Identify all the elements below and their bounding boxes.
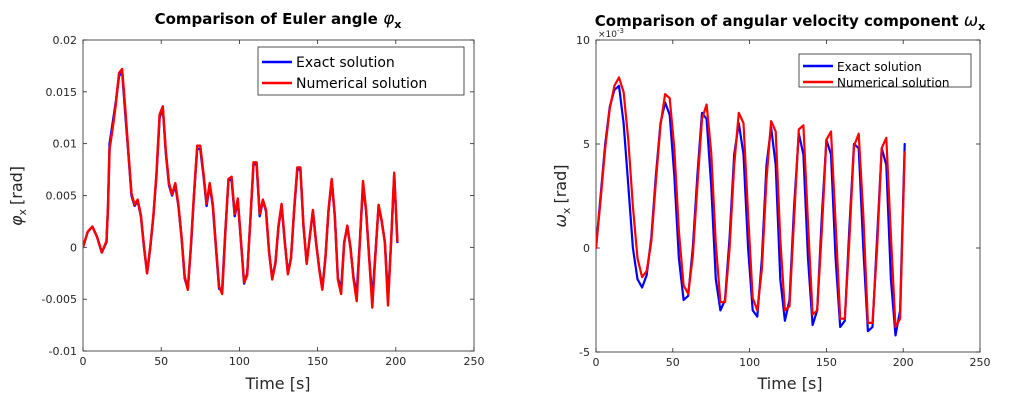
- y-axis-label-symbol: φ: [7, 215, 26, 226]
- chart-title-subscript: x: [394, 18, 401, 31]
- chart-title-subscript: x: [978, 20, 985, 33]
- plot-area: [595, 39, 981, 353]
- x-tick-label: 250: [464, 355, 485, 368]
- series-group: [83, 67, 399, 309]
- x-tick-label: 250: [970, 356, 991, 369]
- series-line-numerical-solution: [83, 67, 399, 309]
- y-axis-label-symbol: ω: [551, 214, 570, 227]
- y-tick-label: 0.005: [46, 190, 78, 203]
- x-tick-label: 0: [80, 355, 87, 368]
- legend-label: Numerical solution: [837, 76, 950, 90]
- y-axis-label-unit: [rad]: [551, 165, 570, 204]
- chart-title-text: Comparison of angular velocity component: [595, 12, 964, 30]
- x-tick-label: 0: [593, 356, 600, 369]
- y-tick-label: 0: [70, 241, 77, 254]
- x-tick-label: 150: [816, 356, 837, 369]
- legend-label: Exact solution: [296, 55, 395, 71]
- legend: Exact solution Numerical solution: [798, 53, 972, 90]
- y-axis-label-subscript: x: [16, 208, 29, 215]
- x-tick-label: 150: [307, 355, 328, 368]
- x-tick-label: 200: [385, 355, 406, 368]
- x-tick-label: 50: [666, 356, 680, 369]
- x-tick-label: 50: [154, 355, 168, 368]
- y-tick-label: 5: [583, 138, 590, 151]
- y-axis-label: ωx [rad]: [551, 165, 573, 228]
- y-exponent-base: ×10: [598, 30, 617, 40]
- y-tick-label: 0.01: [53, 138, 78, 151]
- y-tick-label: -5: [579, 346, 590, 359]
- y-tick-label: 0.015: [46, 86, 78, 99]
- y-tick-label: 0.02: [53, 34, 78, 47]
- legend-label: Numerical solution: [296, 76, 427, 92]
- legend-label: Exact solution: [837, 60, 922, 74]
- y-tick-label: -0.005: [42, 293, 77, 306]
- chart-title-text: Comparison of Euler angle: [155, 10, 383, 28]
- series-group: [596, 76, 906, 337]
- x-tick-label: 200: [893, 356, 914, 369]
- y-tick-label: 0: [583, 242, 590, 255]
- chart-title-symbol: φ: [383, 9, 395, 29]
- chart-title: Comparison of Euler angle φx: [155, 9, 402, 31]
- x-axis-label: Time [s]: [244, 374, 310, 393]
- y-exponent-power: -3: [617, 27, 624, 35]
- y-axis-label-subscript: x: [560, 207, 573, 214]
- series-line-numerical-solution: [596, 76, 906, 329]
- x-tick-label: 100: [229, 355, 250, 368]
- chart-title: Comparison of angular velocity component…: [595, 11, 985, 33]
- chart-1: 0 50 100 150 200 250 -0.01 -0.005 0 0.005 0.01 0.01…: [7, 9, 485, 393]
- y-axis-label: φx [rad]: [7, 166, 29, 226]
- y-exponent-label: ×10-3: [598, 27, 624, 40]
- legend: Exact solution Numerical solution: [257, 46, 465, 96]
- x-tick-label: 100: [739, 356, 760, 369]
- chart-title-symbol: ω: [964, 11, 978, 31]
- x-axis-label: Time [s]: [756, 374, 822, 393]
- legend-box: [257, 46, 465, 96]
- y-tick-label: -0.01: [49, 345, 77, 358]
- y-tick-label: 10: [576, 34, 590, 47]
- y-axis-label-unit: [rad]: [7, 166, 26, 205]
